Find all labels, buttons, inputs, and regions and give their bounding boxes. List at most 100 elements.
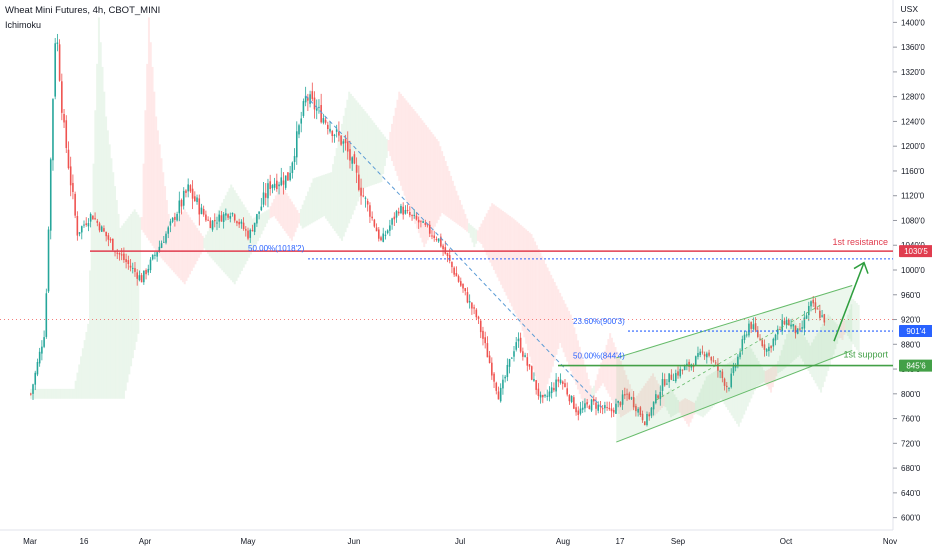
cloud-slice bbox=[341, 123, 344, 241]
candle-body bbox=[96, 220, 99, 223]
candle-body bbox=[61, 81, 63, 113]
cloud-slice bbox=[330, 172, 333, 227]
candle-body bbox=[810, 301, 812, 307]
cloud-slice bbox=[476, 230, 479, 241]
cloud-slice bbox=[557, 289, 560, 349]
candle-body bbox=[783, 320, 786, 325]
cloud-slice bbox=[439, 146, 442, 217]
cloud-slice bbox=[378, 129, 381, 183]
cloud-slice bbox=[235, 193, 238, 281]
cloud-slice bbox=[269, 206, 272, 219]
cloud-slice bbox=[40, 388, 43, 399]
candle-body bbox=[566, 388, 568, 395]
cloud-slice bbox=[719, 367, 722, 399]
candle-body bbox=[178, 200, 181, 214]
candle-body bbox=[127, 260, 130, 265]
cloud-slice bbox=[848, 309, 851, 339]
candle-body bbox=[300, 118, 303, 124]
cloud-slice bbox=[142, 163, 145, 233]
indicator-label[interactable]: Ichimoku bbox=[5, 20, 42, 30]
candle-body bbox=[792, 324, 795, 327]
cloud-slice bbox=[584, 366, 587, 409]
cloud-slice bbox=[396, 99, 399, 176]
cloud-slice bbox=[669, 388, 672, 418]
cloud-slice bbox=[242, 204, 245, 268]
cloud-slice bbox=[63, 388, 66, 399]
candle-body bbox=[30, 393, 32, 395]
candle-body bbox=[646, 414, 648, 426]
cloud-slice bbox=[514, 220, 517, 314]
cloud-slice bbox=[569, 314, 572, 371]
cloud-slice bbox=[328, 172, 331, 224]
candle-body bbox=[129, 265, 132, 268]
candle-body bbox=[238, 221, 240, 225]
candle-body bbox=[484, 337, 486, 344]
candle-body bbox=[36, 362, 39, 375]
x-tick-label: Jun bbox=[348, 537, 361, 546]
cloud-slice bbox=[326, 173, 329, 222]
cloud-slice bbox=[696, 396, 699, 415]
cloud-slice bbox=[675, 397, 678, 414]
cloud-slice bbox=[223, 199, 226, 273]
cloud-slice bbox=[251, 218, 254, 252]
cloud-slice bbox=[809, 345, 812, 374]
candle-body bbox=[692, 366, 695, 368]
symbol-title[interactable]: Wheat Mini Futures, 4h, CBOT_MINI bbox=[5, 5, 161, 16]
candle-body bbox=[351, 157, 353, 164]
cloud-slice bbox=[346, 99, 349, 228]
cloud-slice bbox=[262, 212, 265, 231]
cloud-slice bbox=[128, 216, 131, 375]
candle-body bbox=[721, 371, 724, 379]
cloud-slice bbox=[634, 398, 637, 409]
candle-body bbox=[165, 233, 167, 243]
candle-body bbox=[185, 190, 187, 193]
candle-body bbox=[479, 320, 482, 333]
resistance-text: 1st resistance bbox=[832, 237, 888, 247]
cloud-slice bbox=[750, 348, 753, 399]
cloud-slice bbox=[482, 220, 485, 248]
candle-body bbox=[770, 345, 772, 349]
candle-body bbox=[763, 344, 766, 350]
cloud-slice bbox=[335, 148, 338, 234]
cloud-slice bbox=[117, 213, 120, 399]
cloud-slice bbox=[816, 333, 819, 387]
candle-body bbox=[400, 205, 402, 214]
cloud-slice bbox=[582, 359, 585, 404]
cloud-slice bbox=[405, 100, 408, 201]
cloud-slice bbox=[183, 209, 186, 285]
candle-body bbox=[422, 221, 424, 223]
candle-body bbox=[369, 205, 371, 217]
candle-body bbox=[380, 237, 382, 241]
candle-body bbox=[455, 273, 458, 277]
candle-body bbox=[43, 337, 45, 347]
cloud-slice bbox=[612, 342, 615, 404]
candle-body bbox=[779, 329, 781, 331]
y-tick-label: 880'0 bbox=[901, 340, 921, 349]
cloud-slice bbox=[108, 144, 111, 399]
cloud-slice bbox=[181, 211, 184, 283]
cloud-slice bbox=[433, 136, 436, 227]
candle-body bbox=[324, 119, 327, 123]
candle-body bbox=[743, 334, 746, 340]
candle-body bbox=[123, 253, 125, 260]
cloud-slice bbox=[428, 129, 431, 237]
candle-body bbox=[655, 394, 657, 404]
cloud-slice bbox=[360, 106, 363, 193]
cloud-slice bbox=[805, 339, 808, 368]
cloud-slice bbox=[153, 91, 156, 249]
cloud-slice bbox=[680, 400, 683, 416]
candle-body bbox=[264, 193, 267, 198]
cloud-slice bbox=[301, 204, 304, 229]
candle-body bbox=[404, 209, 407, 214]
cloud-slice bbox=[530, 234, 533, 364]
cloud-slice bbox=[96, 63, 99, 399]
candle-body bbox=[41, 346, 43, 354]
cloud-slice bbox=[553, 282, 556, 361]
cloud-slice bbox=[821, 323, 824, 388]
cloud-slice bbox=[487, 209, 490, 259]
y-tick-label: 1360'0 bbox=[901, 43, 925, 52]
candle-body bbox=[402, 206, 404, 215]
candle-body bbox=[298, 125, 300, 135]
candle-body bbox=[630, 397, 633, 399]
